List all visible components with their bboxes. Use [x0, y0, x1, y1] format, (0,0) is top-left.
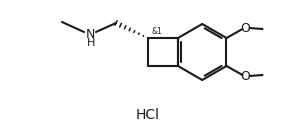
Text: N: N: [85, 28, 95, 41]
Text: O: O: [241, 70, 250, 82]
Text: H: H: [87, 38, 95, 48]
Text: &1: &1: [151, 26, 162, 36]
Text: HCl: HCl: [136, 108, 160, 122]
Text: O: O: [241, 22, 250, 34]
